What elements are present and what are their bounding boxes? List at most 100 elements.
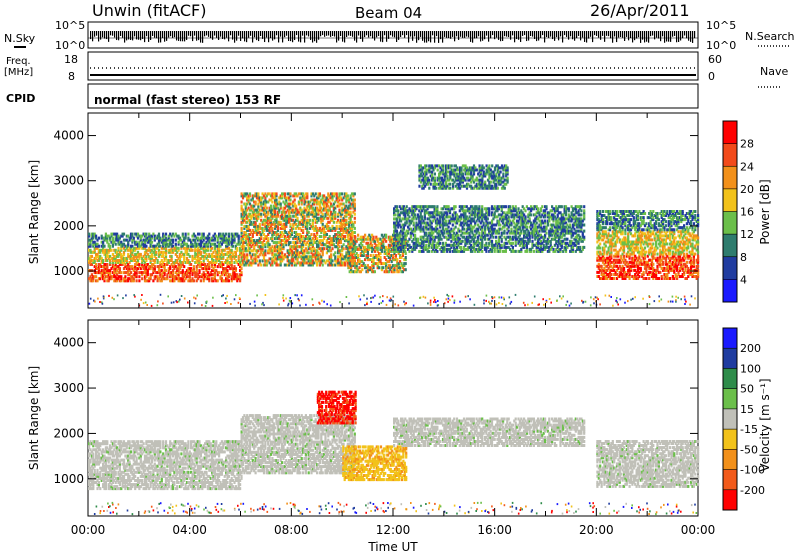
echo-cell [295, 243, 298, 247]
echo-cell [514, 205, 517, 209]
echo-cell [339, 235, 342, 238]
echo-cell [481, 235, 484, 239]
echo-cell [88, 242, 91, 246]
echo-cell [131, 275, 134, 279]
echo-cell [385, 264, 388, 268]
echo-cell [444, 241, 447, 245]
echo-cell [345, 192, 348, 196]
echo-cell [318, 228, 321, 232]
echo-cell [275, 192, 278, 196]
echo-cell [267, 237, 270, 241]
echo-cell [433, 209, 436, 213]
echo-cell [324, 208, 327, 212]
echo-cell [334, 259, 337, 263]
echo-cell [90, 232, 93, 236]
echo-cell [488, 241, 491, 245]
echo-cell [148, 265, 151, 269]
echo-cell [174, 248, 177, 252]
echo-cell [202, 267, 205, 271]
echo-cell [285, 243, 288, 247]
echo-cell [227, 275, 230, 279]
echo-cell [513, 229, 516, 233]
echo-cell [250, 222, 253, 226]
echo-cell [400, 245, 403, 249]
echo-cell [506, 231, 509, 235]
echo-cell [330, 243, 333, 247]
echo-cell [460, 217, 463, 221]
echo-cell [204, 250, 207, 254]
nsky-bar [228, 31, 230, 42]
echo-cell [379, 252, 382, 255]
echo-cell [152, 279, 155, 283]
echo-cell [281, 235, 284, 238]
echo-cell [191, 277, 194, 281]
echo-cell [510, 237, 513, 241]
echo-cell [334, 245, 337, 249]
echo-cell [289, 210, 292, 214]
echo-cell [283, 206, 286, 210]
echo-cell [197, 232, 200, 236]
echo-cell [469, 243, 473, 247]
echo-cell [476, 209, 480, 213]
echo-cell [331, 204, 334, 208]
echo-cell [341, 218, 344, 222]
echo-cell [170, 244, 173, 248]
echo-cell [304, 196, 307, 200]
echo-cell [241, 259, 245, 263]
echo-cell [121, 263, 124, 266]
echo-cell [434, 229, 438, 233]
echo-cell [286, 220, 289, 224]
echo-cell [302, 192, 305, 196]
echo-cell [152, 267, 155, 271]
echo-cell [397, 264, 400, 268]
echo-cell [157, 271, 161, 275]
echo-cell [244, 239, 247, 243]
echo-cell [408, 223, 411, 227]
echo-cell [366, 268, 369, 272]
echo-cell [295, 257, 298, 261]
echo-cell [328, 261, 331, 265]
echo-cell [162, 232, 165, 236]
echo-cell [409, 209, 412, 213]
echo-cell [490, 205, 494, 209]
echo-cell [255, 243, 259, 247]
echo-cell [297, 245, 300, 249]
echo-cell [163, 234, 166, 238]
echo-cell [288, 208, 291, 212]
echo-cell [262, 237, 266, 241]
echo-cell [471, 217, 474, 221]
echo-cell [419, 225, 422, 229]
echo-cell [453, 211, 456, 215]
echo-cell [425, 221, 428, 225]
echo-cell [187, 246, 190, 250]
echo-cell [157, 252, 161, 256]
nsky-bar [152, 31, 154, 36]
echo-cell [362, 239, 365, 243]
echo-cell [492, 213, 495, 217]
nsky-bar [434, 31, 436, 43]
echo-cell [351, 233, 354, 237]
echo-cell [208, 261, 211, 264]
echo-cell [155, 271, 158, 275]
echo-cell [316, 220, 319, 224]
echo-cell [472, 247, 475, 251]
echo-cell [230, 275, 233, 279]
echo-cell [285, 224, 288, 228]
echo-cell [139, 252, 142, 256]
echo-cell [117, 236, 120, 240]
echo-cell [122, 261, 126, 264]
echo-cell [299, 251, 302, 255]
echo-cell [293, 261, 296, 265]
nave-tick-top: 60 [708, 53, 722, 66]
nave-label: Nave [760, 65, 788, 78]
echo-cell [253, 257, 256, 261]
echo-cell [102, 242, 105, 246]
echo-cell [225, 271, 228, 275]
echo-cell [97, 271, 100, 275]
echo-cell [205, 244, 208, 248]
echo-cell [457, 227, 460, 231]
echo-cell [401, 264, 404, 268]
echo-cell [262, 228, 266, 232]
echo-cell [447, 209, 450, 213]
echo-cell [216, 259, 219, 262]
